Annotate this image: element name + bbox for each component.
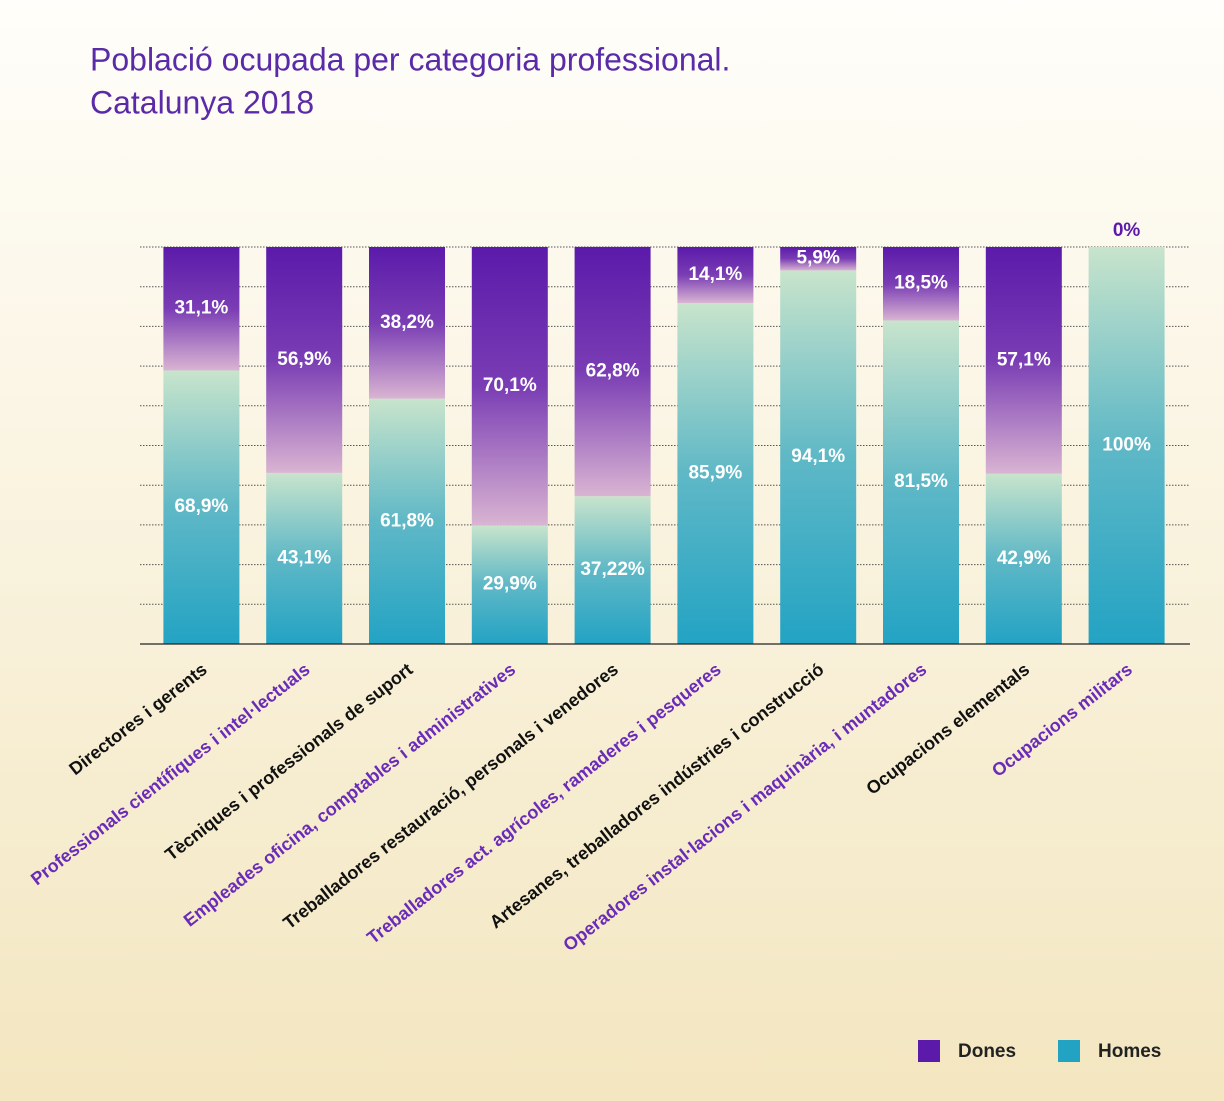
bar-segment — [677, 302, 754, 644]
bar-segment — [266, 247, 343, 473]
bar-segment — [780, 270, 857, 644]
legend-label: Homes — [1098, 1041, 1161, 1062]
bar-segment — [574, 496, 651, 644]
legend-label: Dones — [958, 1041, 1016, 1062]
value-label: 70,1% — [483, 375, 537, 396]
value-label: 56,9% — [277, 349, 331, 370]
value-label: 0% — [1113, 220, 1141, 241]
value-label: 100% — [1102, 435, 1151, 456]
value-label: 85,9% — [688, 463, 742, 484]
value-label: 31,1% — [174, 298, 228, 319]
value-label: 62,8% — [586, 361, 640, 382]
bar-segment — [985, 473, 1062, 644]
bar-segment — [163, 370, 240, 644]
value-label: 57,1% — [997, 349, 1051, 370]
bar-segment — [163, 247, 240, 371]
bar-segment — [985, 247, 1062, 474]
bar-segment — [883, 320, 959, 644]
chart-title: Població ocupada per categoria professio… — [90, 41, 730, 77]
legend-swatch — [918, 1040, 940, 1062]
value-label: 68,9% — [174, 496, 228, 517]
value-label: 94,1% — [791, 446, 845, 467]
bar-segment — [780, 247, 857, 271]
legend-swatch — [1058, 1040, 1080, 1062]
value-label: 37,22% — [580, 559, 645, 580]
value-label: 5,9% — [797, 248, 840, 269]
value-label: 18,5% — [894, 273, 948, 294]
bar-segment — [1088, 247, 1165, 644]
bar-segment — [574, 246, 651, 497]
value-label: 38,2% — [380, 312, 434, 333]
value-label: 61,8% — [380, 510, 434, 531]
value-label: 81,5% — [894, 471, 948, 492]
chart-title: Catalunya 2018 — [90, 84, 314, 120]
value-label: 43,1% — [277, 547, 331, 568]
bar-segment — [471, 247, 548, 526]
bar-segment — [369, 247, 445, 399]
value-label: 42,9% — [997, 548, 1051, 569]
bar-segment — [471, 525, 548, 644]
bar-segment — [883, 247, 959, 321]
value-label: 29,9% — [483, 574, 537, 595]
bar-segment — [369, 398, 445, 644]
value-label: 14,1% — [688, 264, 742, 285]
bar-segment — [677, 247, 754, 303]
bar-segment — [266, 472, 343, 644]
